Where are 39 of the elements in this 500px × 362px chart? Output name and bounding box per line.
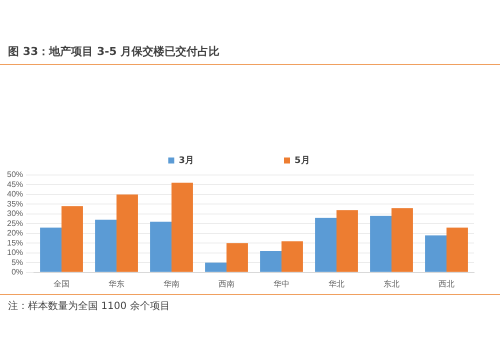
y-tick-label: 30% <box>6 209 24 218</box>
x-tick-label: 华北 <box>328 279 345 288</box>
x-tick-label: 全国 <box>54 279 70 288</box>
legend-label: 3月 <box>178 154 194 166</box>
legend-label: 5月 <box>294 154 310 166</box>
bar <box>205 262 227 272</box>
bar <box>226 243 248 272</box>
bar <box>446 228 468 272</box>
bar <box>95 220 117 272</box>
chart-title: 图 33：地产项目 3-5 月保交楼已交付占比 <box>8 44 220 59</box>
bar <box>392 208 413 272</box>
y-tick-label: 0% <box>11 268 24 277</box>
y-tick-label: 15% <box>6 238 24 248</box>
y-tick-label: 40% <box>6 190 24 199</box>
bar <box>336 210 358 272</box>
bar <box>282 241 303 272</box>
y-tick-label: 50% <box>6 170 24 180</box>
bar <box>62 206 83 272</box>
x-tick-label: 西北 <box>438 279 454 288</box>
bar <box>425 235 446 272</box>
y-tick-label: 20% <box>6 228 24 238</box>
x-tick-label: 华中 <box>274 279 290 288</box>
bar <box>150 222 172 272</box>
bar <box>370 216 392 272</box>
x-tick-label: 东北 <box>384 279 400 288</box>
x-tick-label: 华南 <box>164 279 180 288</box>
bar <box>260 250 282 272</box>
bar <box>116 194 138 272</box>
bar <box>40 228 62 272</box>
y-tick-label: 10% <box>6 248 24 258</box>
x-tick-label: 华东 <box>108 279 125 288</box>
bar <box>315 218 337 272</box>
y-tick-label: 45% <box>6 180 24 189</box>
x-tick-label: 西南 <box>218 279 235 288</box>
bar <box>172 182 193 272</box>
y-tick-label: 5% <box>11 258 24 267</box>
text: 注：样本数量为全国 1100 余个项目 <box>8 300 170 313</box>
y-tick-label: 25% <box>6 218 24 228</box>
y-tick-label: 35% <box>6 199 24 208</box>
